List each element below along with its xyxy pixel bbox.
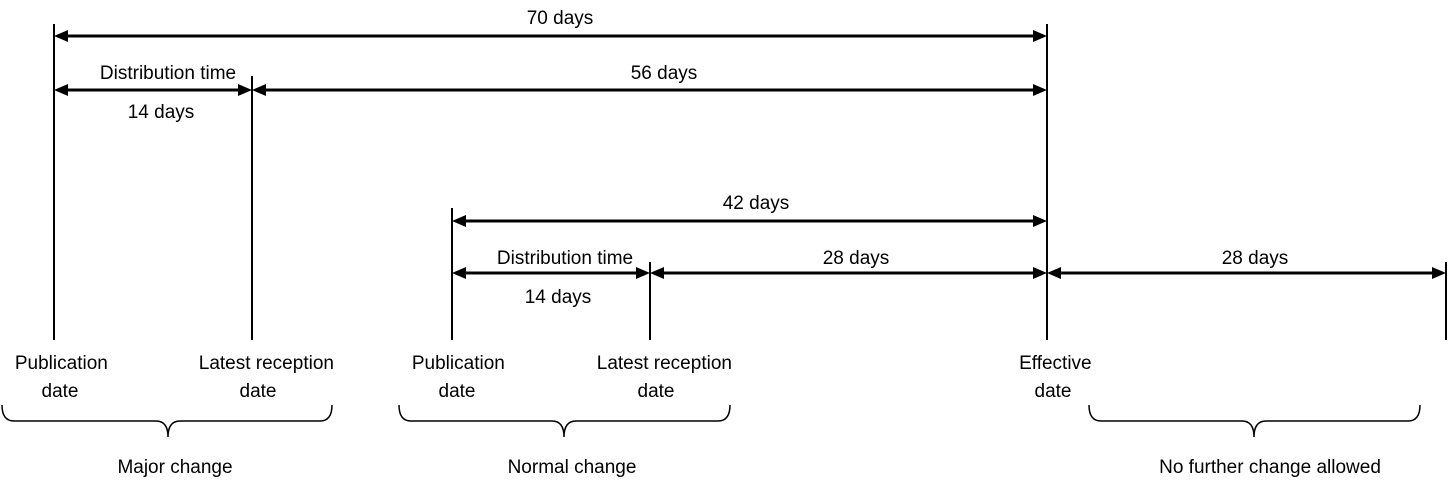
normal-change-label: Normal change <box>508 457 637 478</box>
normal-distribution-arrow <box>452 267 650 279</box>
normal-remaining-label: 28 days <box>823 248 890 269</box>
normal-distribution-days: 14 days <box>525 287 592 308</box>
no-further-change-label: No further change allowed <box>1159 457 1381 478</box>
major-publication-label: Publication date <box>15 353 113 402</box>
normal-change-brace <box>398 404 731 438</box>
effective-date-label: Effective date <box>1019 353 1097 402</box>
major-remaining-arrow <box>252 84 1047 96</box>
major-change-label: Major change <box>117 457 232 478</box>
major-distribution-title: Distribution time <box>100 63 236 84</box>
normal-distribution-title: Distribution time <box>497 248 633 269</box>
major-distribution-days: 14 days <box>128 102 195 123</box>
major-distribution-arrow <box>54 84 252 96</box>
normal-publication-label: Publication date <box>412 353 510 402</box>
major-remaining-label: 56 days <box>631 63 698 84</box>
major-latest-reception-label: Latest reception date <box>199 353 339 402</box>
no-change-arrow <box>1047 267 1446 279</box>
major-total-arrow <box>54 30 1047 42</box>
major-change-brace <box>1 404 333 438</box>
no-change-period-label: 28 days <box>1222 248 1289 269</box>
major-total-label: 70 days <box>527 8 594 29</box>
normal-latest-reception-label: Latest reception date <box>597 353 737 402</box>
normal-total-label: 42 days <box>723 193 790 214</box>
no-further-change-brace <box>1088 404 1421 438</box>
normal-total-arrow <box>452 215 1047 227</box>
normal-remaining-arrow <box>650 267 1047 279</box>
